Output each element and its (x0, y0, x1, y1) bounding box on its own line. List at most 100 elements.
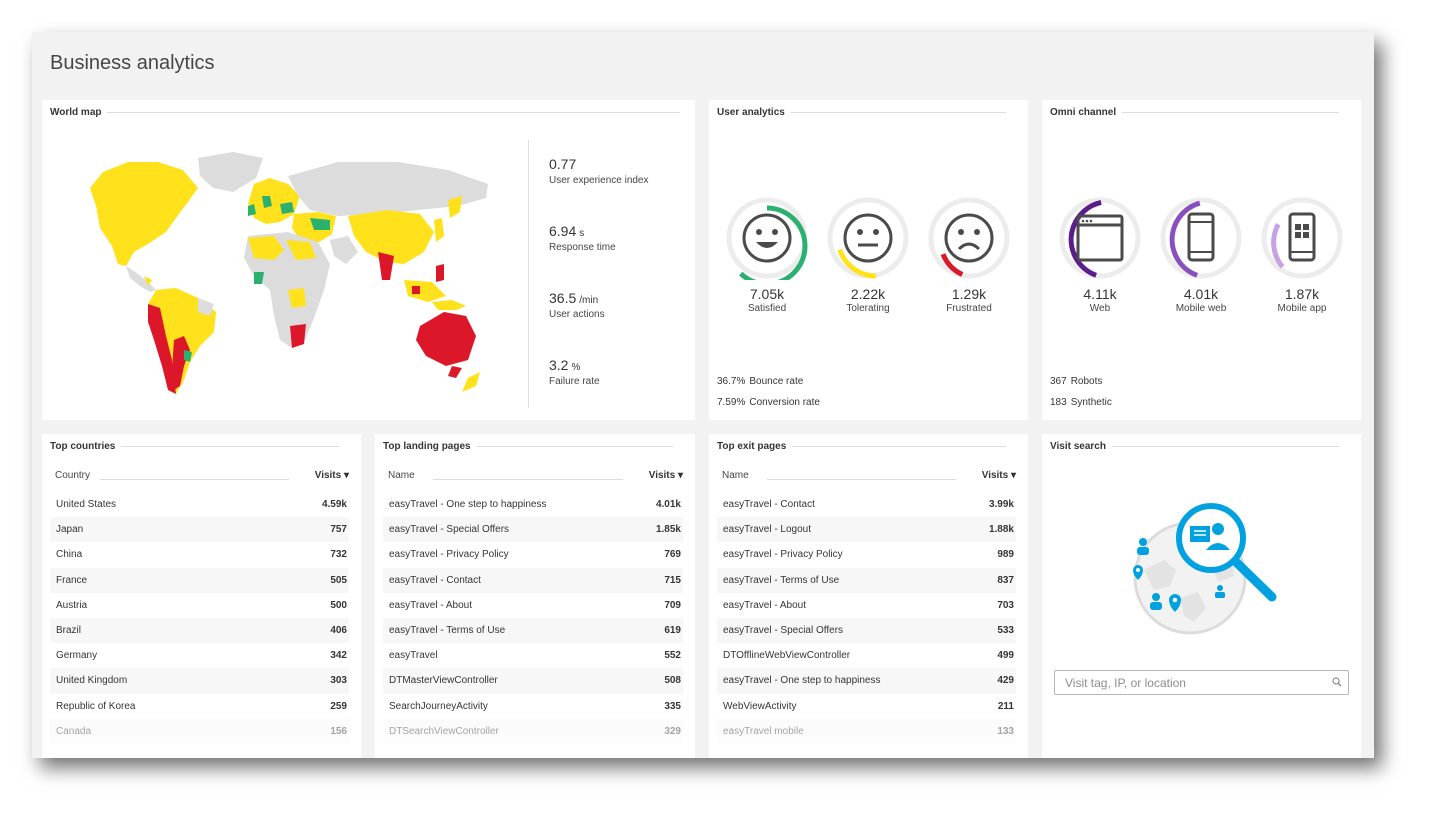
table-row[interactable]: easyTravel - Privacy Policy 769 (383, 542, 683, 567)
top-countries-tile[interactable]: Top countries Country Visits ▾ United St… (42, 434, 361, 758)
row-name[interactable]: easyTravel mobile (723, 725, 804, 737)
location-pin-icon (1133, 565, 1143, 580)
table-row[interactable]: SearchJourneyActivity 335 (383, 694, 683, 719)
robots-stat[interactable]: 367 Robots (1050, 376, 1102, 387)
table-row[interactable]: easyTravel - About 703 (717, 593, 1016, 618)
row-name[interactable]: Brazil (56, 624, 82, 636)
gauge-value: 4.01k (1183, 286, 1219, 302)
table-row[interactable]: Japan 757 (50, 517, 349, 543)
visit-search-field[interactable] (1054, 670, 1349, 695)
row-name[interactable]: United States (56, 499, 117, 510)
row-name[interactable]: China (56, 549, 83, 561)
row-name[interactable]: easyTravel - Special Offers (723, 624, 844, 636)
table-row[interactable]: easyTravel - Special Offers 533 (717, 617, 1016, 644)
kpi-response-time[interactable]: 6.94 s Response time (549, 223, 616, 253)
row-name[interactable]: easyTravel - Terms of Use (389, 624, 506, 636)
table-row[interactable]: United Kingdom 303 (50, 668, 349, 694)
gauge-tolerating[interactable]: 2.22k Tolerating (826, 196, 910, 314)
row-name[interactable]: United Kingdom (56, 675, 128, 687)
kpi-unit: % (571, 362, 581, 373)
table-row[interactable]: easyTravel - Logout 1.88k (717, 517, 1016, 543)
row-name[interactable]: Japan (56, 524, 84, 536)
table-row[interactable]: Germany 342 (50, 643, 349, 668)
table-row[interactable]: Republic of Korea 259 (50, 694, 349, 719)
table-header: Country Visits ▾ (50, 470, 349, 486)
row-name[interactable]: easyTravel - One step to happiness (389, 499, 547, 510)
row-name[interactable]: DTOfflineWebViewController (723, 650, 851, 662)
row-name[interactable]: easyTravel - Contact (723, 499, 815, 510)
row-name[interactable]: Republic of Korea (56, 700, 136, 712)
table-row[interactable]: France 505 (50, 567, 349, 593)
row-name[interactable]: Germany (56, 650, 98, 662)
bounce-rate-stat[interactable]: 36.7% Bounce rate (717, 376, 803, 387)
table-row[interactable]: easyTravel - Contact 3.99k (717, 492, 1016, 517)
row-name[interactable]: easyTravel - About (723, 599, 807, 611)
row-name[interactable]: Austria (56, 599, 88, 611)
gauge-value: 7.05k (749, 286, 785, 302)
table-row[interactable]: easyTravel - Privacy Policy 989 (717, 542, 1016, 567)
world-map-tile[interactable]: World map (42, 100, 695, 420)
row-visits: 732 (330, 549, 347, 561)
row-name[interactable]: easyTravel - Contact (389, 574, 481, 586)
table-row[interactable]: Austria 500 (50, 593, 349, 618)
row-name[interactable]: easyTravel - One step to happiness (723, 675, 881, 687)
tile-title: Top countries (50, 441, 116, 452)
table-row[interactable]: easyTravel - Terms of Use 619 (383, 617, 683, 644)
row-name[interactable]: easyTravel - About (389, 599, 473, 611)
row-visits: 335 (664, 700, 681, 712)
tile-title: User analytics (717, 107, 785, 118)
visit-search-input[interactable] (1055, 671, 1315, 694)
table-row[interactable]: WebViewActivity 211 (717, 694, 1016, 719)
omni-channel-tile[interactable]: Omni channel 4.11k Web (1042, 100, 1361, 420)
table-row[interactable]: Brazil 406 (50, 617, 349, 644)
table-row[interactable]: easyTravel - About 709 (383, 593, 683, 618)
column-header-name[interactable]: Name (722, 470, 749, 481)
column-header-visits[interactable]: Visits ▾ (981, 470, 1016, 481)
table-row[interactable]: easyTravel - Terms of Use 837 (717, 567, 1016, 593)
row-name[interactable]: France (56, 574, 88, 586)
table-row[interactable]: easyTravel 552 (383, 643, 683, 668)
table-row[interactable]: DTMasterViewController 508 (383, 668, 683, 694)
gauge-mobile-web[interactable]: 4.01k Mobile web (1159, 196, 1243, 314)
table-row[interactable]: easyTravel - One step to happiness 429 (717, 668, 1016, 694)
world-map[interactable] (48, 140, 518, 400)
table-row[interactable]: United States 4.59k (50, 492, 349, 517)
row-name[interactable]: easyTravel - Special Offers (389, 524, 510, 536)
top-exit-pages-tile[interactable]: Top exit pages Name Visits ▾ easyTravel … (709, 434, 1028, 758)
table-row[interactable]: easyTravel - Special Offers 1.85k (383, 517, 683, 543)
user-analytics-tile[interactable]: User analytics 7.05k Satisfied (709, 100, 1028, 420)
table-row[interactable]: easyTravel - Contact 715 (383, 567, 683, 593)
kpi-user-actions[interactable]: 36.5/min User actions (549, 290, 605, 320)
gauge-satisfied[interactable]: 7.05k Satisfied (725, 196, 809, 314)
table-row[interactable]: DTOfflineWebViewController 499 (717, 643, 1016, 668)
top-landing-pages-tile[interactable]: Top landing pages Name Visits ▾ easyTrav… (375, 434, 695, 758)
row-name[interactable]: easyTravel - Terms of Use (723, 574, 840, 586)
gauge-web[interactable]: 4.11k Web (1058, 196, 1142, 314)
gauge-label: Satisfied (747, 303, 787, 314)
gauge-mobile-app[interactable]: 1.87k Mobile app (1260, 196, 1344, 314)
visit-search-tile[interactable]: Visit search (1042, 434, 1361, 758)
row-name[interactable]: SearchJourneyActivity (389, 700, 488, 712)
gauge-frustrated[interactable]: 1.29k Frustrated (927, 196, 1011, 314)
row-name[interactable]: DTMasterViewController (389, 675, 498, 687)
column-header-visits[interactable]: Visits ▾ (648, 470, 683, 481)
row-name[interactable]: WebViewActivity (723, 700, 797, 712)
column-header-visits[interactable]: Visits ▾ (314, 470, 349, 481)
kpi-unit: /min (579, 295, 599, 306)
location-pin-icon (1169, 594, 1181, 612)
conversion-rate-stat[interactable]: 7.59% Conversion rate (717, 397, 820, 408)
row-name[interactable]: easyTravel - Privacy Policy (723, 549, 843, 561)
row-name[interactable]: easyTravel - Privacy Policy (389, 549, 509, 561)
table-row[interactable]: China 732 (50, 542, 349, 567)
table-row[interactable]: easyTravel - One step to happiness 4.01k (383, 492, 683, 517)
row-name[interactable]: DTSearchViewController (389, 725, 499, 737)
row-name[interactable]: easyTravel - Logout (723, 524, 812, 536)
search-icon[interactable] (1332, 677, 1342, 687)
synthetic-stat[interactable]: 183 Synthetic (1050, 397, 1112, 408)
column-header-name[interactable]: Country (55, 470, 91, 481)
kpi-user-experience-index[interactable]: 0.77 User experience index (549, 156, 649, 186)
kpi-failure-rate[interactable]: 3.2% Failure rate (549, 357, 600, 387)
row-name[interactable]: easyTravel (389, 650, 438, 662)
column-header-name[interactable]: Name (388, 470, 415, 481)
row-name[interactable]: Canada (56, 725, 92, 737)
